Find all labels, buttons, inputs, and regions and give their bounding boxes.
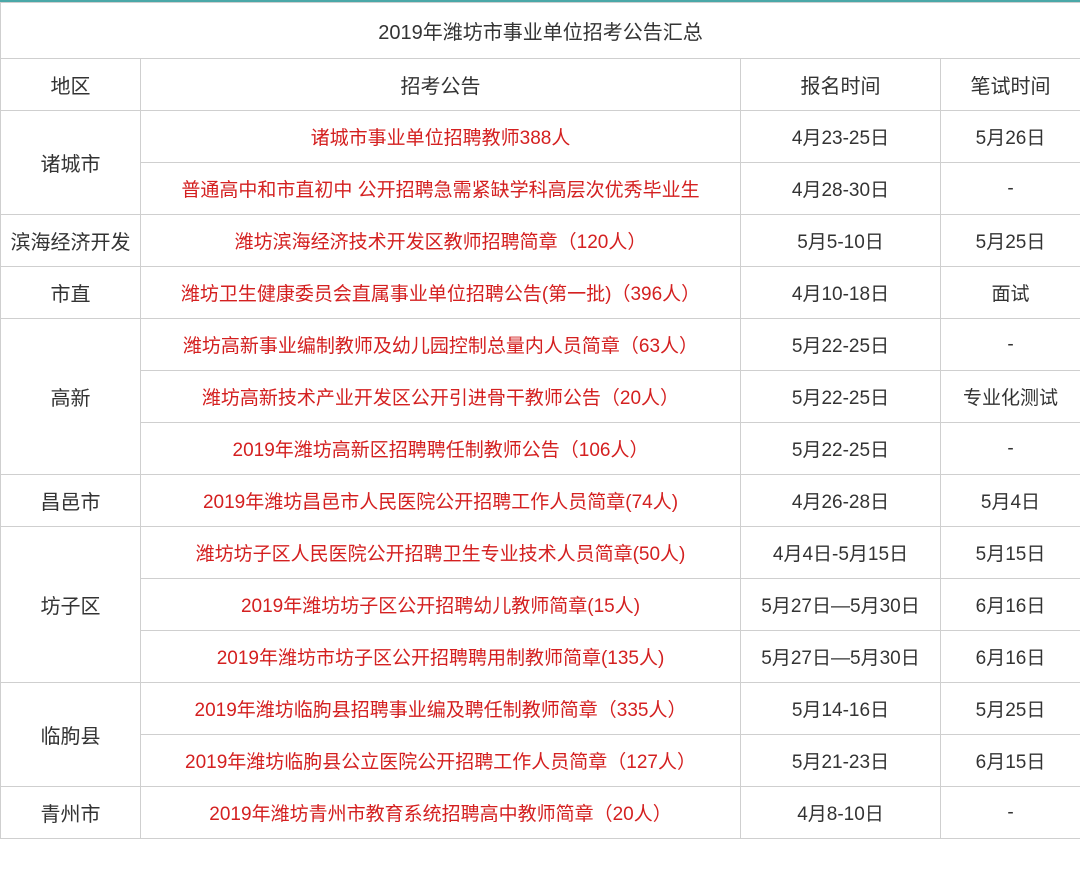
table-row: 坊子区 潍坊坊子区人民医院公开招聘卫生专业技术人员简章(50人) 4月4日-5月… [1, 527, 1080, 579]
announcement-link[interactable]: 潍坊高新事业编制教师及幼儿园控制总量内人员简章（63人） [141, 319, 741, 371]
header-exam: 笔试时间 [941, 59, 1080, 111]
table-row: 诸城市 诸城市事业单位招聘教师388人 4月23-25日 5月26日 [1, 111, 1080, 163]
region-cell: 市直 [1, 267, 141, 319]
register-date: 5月27日—5月30日 [741, 579, 941, 631]
register-date: 4月10-18日 [741, 267, 941, 319]
register-date: 4月23-25日 [741, 111, 941, 163]
exam-date: 5月25日 [941, 215, 1080, 267]
announcement-link[interactable]: 2019年潍坊坊子区公开招聘幼儿教师简章(15人) [141, 579, 741, 631]
table-row: 2019年潍坊临朐县公立医院公开招聘工作人员简章（127人） 5月21-23日 … [1, 735, 1080, 787]
exam-date: 面试 [941, 267, 1080, 319]
announcement-link[interactable]: 2019年潍坊青州市教育系统招聘高中教师简章（20人） [141, 787, 741, 839]
exam-date: 5月26日 [941, 111, 1080, 163]
table-row: 潍坊高新技术产业开发区公开引进骨干教师公告（20人） 5月22-25日 专业化测… [1, 371, 1080, 423]
register-date: 4月26-28日 [741, 475, 941, 527]
register-date: 5月22-25日 [741, 319, 941, 371]
announcement-link[interactable]: 潍坊滨海经济技术开发区教师招聘简章（120人） [141, 215, 741, 267]
announcement-link[interactable]: 2019年潍坊临朐县招聘事业编及聘任制教师简章（335人） [141, 683, 741, 735]
header-row: 地区 招考公告 报名时间 笔试时间 [1, 59, 1080, 111]
table-row: 高新 潍坊高新事业编制教师及幼儿园控制总量内人员简章（63人） 5月22-25日… [1, 319, 1080, 371]
header-announcement: 招考公告 [141, 59, 741, 111]
table-body: 2019年潍坊市事业单位招考公告汇总 地区 招考公告 报名时间 笔试时间 诸城市… [1, 3, 1080, 839]
exam-date: 6月16日 [941, 579, 1080, 631]
announcement-link[interactable]: 潍坊卫生健康委员会直属事业单位招聘公告(第一批)（396人） [141, 267, 741, 319]
exam-date: 专业化测试 [941, 371, 1080, 423]
exam-date: - [941, 423, 1080, 475]
exam-date: 6月16日 [941, 631, 1080, 683]
register-date: 5月22-25日 [741, 371, 941, 423]
region-cell: 昌邑市 [1, 475, 141, 527]
announcement-link[interactable]: 2019年潍坊高新区招聘聘任制教师公告（106人） [141, 423, 741, 475]
header-register: 报名时间 [741, 59, 941, 111]
exam-date: 6月15日 [941, 735, 1080, 787]
table-row: 2019年潍坊市坊子区公开招聘聘用制教师简章(135人) 5月27日—5月30日… [1, 631, 1080, 683]
register-date: 4月4日-5月15日 [741, 527, 941, 579]
register-date: 5月27日—5月30日 [741, 631, 941, 683]
announcement-link[interactable]: 2019年潍坊市坊子区公开招聘聘用制教师简章(135人) [141, 631, 741, 683]
exam-date: 5月4日 [941, 475, 1080, 527]
announcement-link[interactable]: 普通高中和市直初中 公开招聘急需紧缺学科高层次优秀毕业生 [141, 163, 741, 215]
exam-date: - [941, 163, 1080, 215]
header-region: 地区 [1, 59, 141, 111]
table-row: 2019年潍坊坊子区公开招聘幼儿教师简章(15人) 5月27日—5月30日 6月… [1, 579, 1080, 631]
exam-date: 5月25日 [941, 683, 1080, 735]
exam-date: - [941, 787, 1080, 839]
table-title: 2019年潍坊市事业单位招考公告汇总 [1, 3, 1080, 59]
announcement-link[interactable]: 诸城市事业单位招聘教师388人 [141, 111, 741, 163]
register-date: 5月5-10日 [741, 215, 941, 267]
region-cell: 滨海经济开发 [1, 215, 141, 267]
register-date: 4月28-30日 [741, 163, 941, 215]
exam-date: 5月15日 [941, 527, 1080, 579]
table-row: 临朐县 2019年潍坊临朐县招聘事业编及聘任制教师简章（335人） 5月14-1… [1, 683, 1080, 735]
title-row: 2019年潍坊市事业单位招考公告汇总 [1, 3, 1080, 59]
region-cell: 诸城市 [1, 111, 141, 215]
region-cell: 坊子区 [1, 527, 141, 683]
announcement-link[interactable]: 潍坊坊子区人民医院公开招聘卫生专业技术人员简章(50人) [141, 527, 741, 579]
table-row: 市直 潍坊卫生健康委员会直属事业单位招聘公告(第一批)（396人） 4月10-1… [1, 267, 1080, 319]
exam-date: - [941, 319, 1080, 371]
region-cell: 临朐县 [1, 683, 141, 787]
table-row: 滨海经济开发 潍坊滨海经济技术开发区教师招聘简章（120人） 5月5-10日 5… [1, 215, 1080, 267]
region-cell: 高新 [1, 319, 141, 475]
table-row: 普通高中和市直初中 公开招聘急需紧缺学科高层次优秀毕业生 4月28-30日 - [1, 163, 1080, 215]
announcement-link[interactable]: 2019年潍坊昌邑市人民医院公开招聘工作人员简章(74人) [141, 475, 741, 527]
announcement-link[interactable]: 2019年潍坊临朐县公立医院公开招聘工作人员简章（127人） [141, 735, 741, 787]
register-date: 5月22-25日 [741, 423, 941, 475]
register-date: 5月21-23日 [741, 735, 941, 787]
table-wrapper: 2019年潍坊市事业单位招考公告汇总 地区 招考公告 报名时间 笔试时间 诸城市… [0, 0, 1080, 839]
region-cell: 青州市 [1, 787, 141, 839]
register-date: 4月8-10日 [741, 787, 941, 839]
table-row: 青州市 2019年潍坊青州市教育系统招聘高中教师简章（20人） 4月8-10日 … [1, 787, 1080, 839]
recruitment-table: 2019年潍坊市事业单位招考公告汇总 地区 招考公告 报名时间 笔试时间 诸城市… [0, 2, 1080, 839]
announcement-link[interactable]: 潍坊高新技术产业开发区公开引进骨干教师公告（20人） [141, 371, 741, 423]
table-row: 2019年潍坊高新区招聘聘任制教师公告（106人） 5月22-25日 - [1, 423, 1080, 475]
register-date: 5月14-16日 [741, 683, 941, 735]
table-row: 昌邑市 2019年潍坊昌邑市人民医院公开招聘工作人员简章(74人) 4月26-2… [1, 475, 1080, 527]
